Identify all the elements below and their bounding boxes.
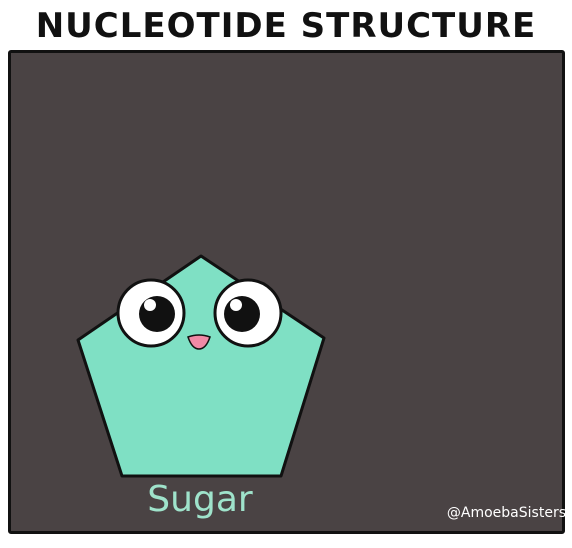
left-eye-icon — [116, 278, 186, 348]
right-eye-icon — [213, 278, 283, 348]
page-title: NUCLEOTIDE STRUCTURE — [35, 6, 537, 46]
sugar-label: Sugar — [147, 479, 253, 520]
mouth-icon — [187, 334, 211, 350]
credit-text: @AmoebaSisters — [446, 505, 566, 521]
sugar-pentagon — [76, 254, 326, 478]
